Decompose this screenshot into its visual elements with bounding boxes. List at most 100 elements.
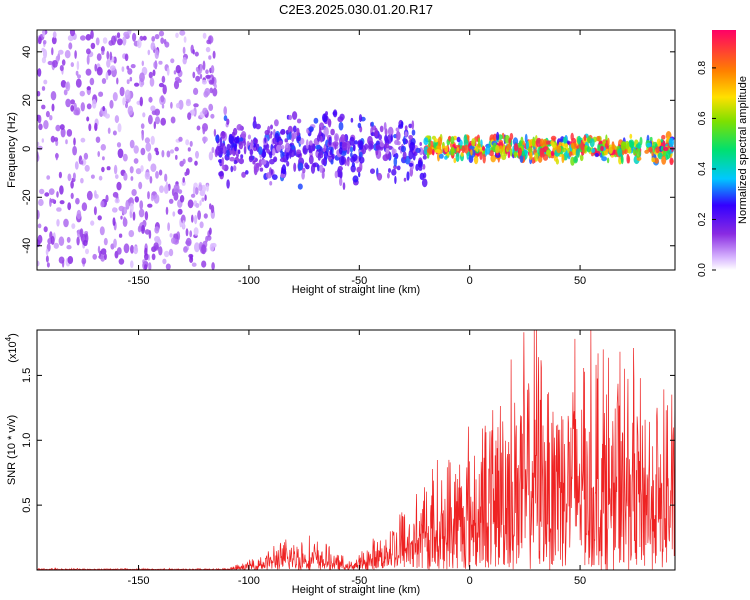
spectrogram-x-axis-label: Height of straight line (km) (292, 284, 420, 296)
spectrogram-cell (334, 170, 338, 179)
spectrogram-cell (66, 245, 72, 250)
spectrogram-cell (150, 163, 157, 172)
spectrogram-cell (199, 63, 203, 74)
spectrogram-cell (212, 50, 216, 59)
spectrogram-cell (123, 31, 129, 37)
spectrogram-cell (240, 154, 244, 159)
spectrogram-cell (112, 130, 117, 136)
spectrogram-cell (172, 211, 176, 217)
snr-multiplier-text: (x10 (7, 341, 19, 362)
spectrogram-cell (112, 92, 118, 102)
spectrogram-cell (495, 144, 500, 154)
spectrogram-cell (85, 68, 92, 76)
spectrogram-cell (524, 133, 528, 144)
spectrogram-cell (70, 180, 74, 189)
spectrogram-cell (102, 37, 108, 44)
spectrogram-cell (199, 221, 204, 229)
spectrogram-cell (387, 126, 394, 136)
spectrogram-cell (128, 230, 135, 238)
spectrogram-cell (163, 250, 170, 258)
spectrogram-cell (100, 46, 105, 53)
spectrogram-cell (153, 61, 158, 69)
spectrogram-cell (569, 150, 572, 157)
spectrogram-cell (112, 207, 116, 213)
spectrogram-cell (177, 78, 182, 83)
spectrogram-cell (116, 247, 122, 255)
spectrogram-cell (245, 170, 249, 175)
spectrogram-cell (150, 135, 155, 145)
spectrogram-cell (391, 169, 397, 176)
spectrogram-cell (90, 30, 94, 39)
spectrogram-cell (102, 106, 105, 112)
spectrogram-cell (586, 146, 591, 153)
spectrogram-cell (194, 242, 200, 253)
spectrogram-cell (408, 162, 414, 167)
spectrogram-cell (116, 77, 119, 85)
spectrogram-cell (437, 136, 443, 147)
spectrogram-cell (41, 104, 46, 110)
spectrogram-cell (272, 137, 277, 145)
spectrogram-cell (340, 134, 346, 143)
spectrogram-cell (145, 142, 152, 152)
spectrogram-cell (661, 134, 666, 140)
spectrogram-cell (202, 136, 208, 143)
spectrogram-cell (74, 161, 79, 170)
spectrogram-cell (124, 89, 131, 100)
spectrogram-cell (507, 150, 511, 159)
spectrogram-cell (570, 142, 575, 149)
spectrogram-cell (346, 158, 350, 167)
spectrogram-cell (194, 187, 199, 195)
spectrogram-cell (144, 171, 151, 180)
spectrogram-cell (169, 233, 173, 238)
spectrogram-cell (132, 211, 136, 221)
spectrogram-cell (138, 208, 145, 218)
spectrogram-cell (162, 84, 167, 95)
spectrogram-cell (375, 144, 382, 151)
spectrogram-cell (50, 235, 55, 245)
spectrogram-cell (67, 256, 74, 264)
spectrogram-cell (101, 78, 107, 84)
spectrogram-cell (204, 87, 211, 97)
spectrogram-cell (639, 136, 643, 146)
spectrogram-cell (231, 131, 235, 137)
colorbar: 0.0 0.2 0.4 0.6 0.8 Normalized spectral ampl… (697, 30, 749, 277)
spectrogram-cell (154, 34, 160, 40)
spectrogram-cell (113, 238, 117, 248)
spectrogram-cell (206, 184, 209, 192)
spectrogram-cell (39, 188, 45, 195)
spectrogram-cell (510, 148, 513, 157)
spectrogram-cell (98, 175, 103, 181)
spectrogram-cell (660, 138, 664, 143)
spectrogram-cell (437, 151, 440, 162)
snr-y-ticks: 0.5 1.0 1.5 (21, 368, 675, 513)
spectrogram-cell (138, 181, 143, 190)
spectrogram-cell (339, 155, 345, 166)
spectrogram-cell (118, 258, 125, 265)
spectrogram-y-tick-label: -20 (21, 189, 33, 205)
spectrogram-cell (331, 153, 335, 160)
spectrogram-cell (374, 127, 378, 138)
spectrogram-cell (175, 32, 179, 38)
spectrogram-cell (109, 51, 113, 61)
spectrogram-cell (41, 86, 46, 91)
spectrogram-cell (132, 32, 137, 42)
spectrogram-cell (118, 233, 123, 238)
spectrogram-cell (192, 71, 196, 79)
spectrogram-cell (219, 136, 223, 147)
spectrogram-cell (182, 57, 187, 65)
spectrogram-cell (63, 89, 68, 96)
spectrogram-cell (656, 138, 661, 148)
spectrogram-cell (269, 158, 275, 165)
spectrogram-cell (94, 63, 97, 72)
spectrogram-cell (450, 147, 455, 153)
spectrogram-cell (104, 253, 107, 260)
spectrogram-cell (66, 129, 73, 137)
spectrogram-x-tick-label: -100 (238, 275, 260, 287)
spectrogram-cell (160, 37, 165, 44)
spectrogram-cell (173, 183, 180, 193)
spectrogram-cell (223, 106, 227, 116)
spectrogram-cell (38, 123, 43, 131)
spectrogram-cell (382, 154, 389, 162)
spectrogram-cell (58, 49, 64, 55)
spectrogram-cell (97, 151, 100, 157)
